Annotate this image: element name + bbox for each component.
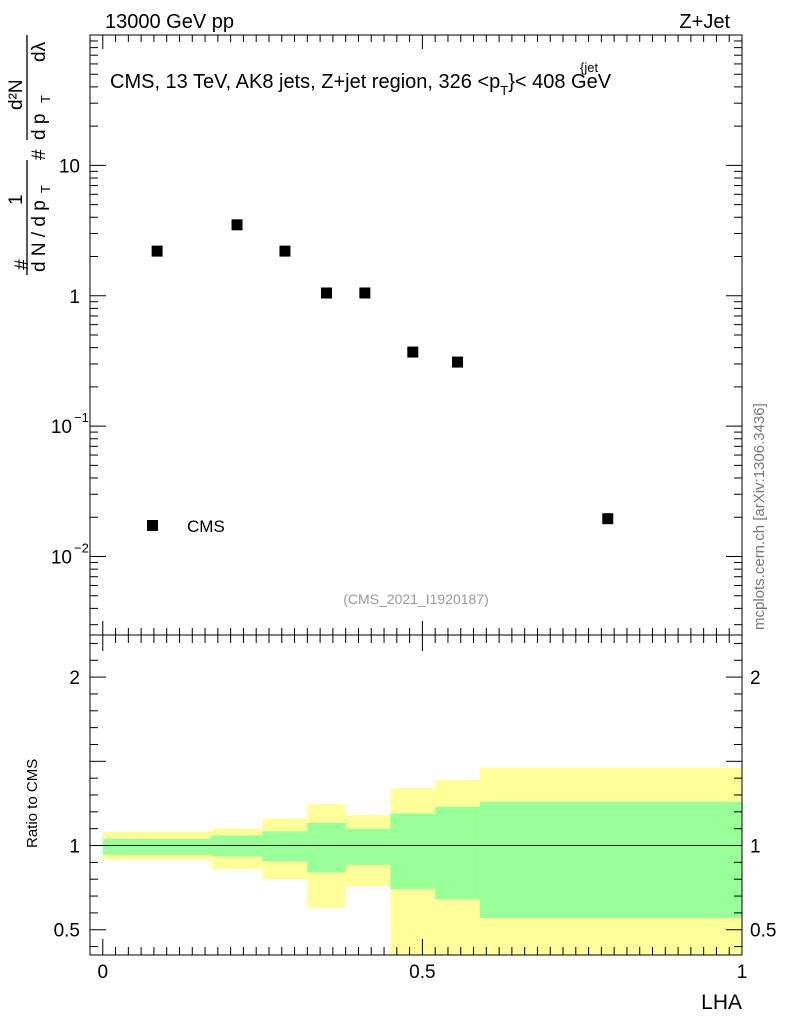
- main-plot-frame: [89, 34, 743, 636]
- ratio-x-tick-label: 0: [97, 962, 108, 983]
- inner-band-bin: [262, 831, 308, 862]
- header-left-label: 13000 GeV pp: [105, 11, 234, 33]
- chart-title-main: CMS, 13 TeV, AK8 jets, Z+jet region, 326…: [110, 71, 500, 93]
- ratio-y-tick-labels: 2 2 1 1 0.5 0.5: [54, 668, 777, 942]
- ratio-y-axis-label: Ratio to CMS: [24, 759, 41, 848]
- ratio-y-tick-label-right: 0.5: [750, 921, 776, 942]
- data-point: [452, 356, 464, 368]
- inner-band-bin: [435, 806, 480, 900]
- data-point: [407, 346, 419, 358]
- chart-title-sup: {jet: [580, 60, 598, 75]
- data-point: [359, 287, 371, 299]
- data-point: [231, 219, 243, 231]
- inner-band-bin: [390, 813, 436, 890]
- legend-marker: [147, 520, 158, 531]
- ratio-plot-frame: [89, 634, 743, 956]
- ratio-plot-panel: 2 21 10.5 0.5 0 0.5 1 Ratio to CMS LHA: [24, 634, 777, 1014]
- main-y-axis-ticks: [90, 34, 743, 635]
- side-credit-label: mcplots.cern.ch [arXiv:1306.3436]: [751, 403, 768, 630]
- ratio-y-tick-label: 1: [69, 837, 80, 858]
- main-y-tick-label: 1: [69, 287, 80, 308]
- ratio-axis-ticks: [90, 635, 743, 955]
- inner-band-bin: [345, 828, 391, 865]
- ylabel-dlambda: dλ: [29, 41, 50, 62]
- chart-title-after: }< 408 GeV: [508, 71, 612, 93]
- chart-title: CMS, 13 TeV, AK8 jets, Z+jet region, 326…: [110, 71, 612, 98]
- analysis-annotation: (CMS_2021_I1920187): [343, 591, 489, 607]
- data-point: [151, 245, 163, 257]
- legend-label: CMS: [187, 517, 225, 536]
- ylabel-one: 1: [6, 194, 27, 205]
- ratio-x-tick-label: 0.5: [409, 962, 435, 983]
- data-point: [279, 245, 291, 257]
- ratio-x-tick-label: 1: [737, 962, 748, 983]
- main-y-tick-exponent: −2: [74, 541, 89, 556]
- ratio-x-axis-label: LHA: [701, 991, 742, 1014]
- main-y-tick-label: 10: [51, 417, 72, 438]
- ylabel-denominator: d N / d p: [29, 200, 50, 272]
- ylabel-dpt-sub: T: [38, 95, 53, 103]
- inner-band-bin: [102, 838, 212, 855]
- ratio-y-tick-label: 2: [69, 668, 80, 689]
- ylabel-denominator-sub: T: [38, 185, 53, 193]
- chart-title-sub: T: [500, 83, 508, 98]
- cms-data-points: [151, 219, 614, 525]
- main-y-tick-exponent: −1: [74, 410, 89, 425]
- ylabel-dpt: d p: [29, 114, 50, 140]
- main-y-tick-label: 10: [59, 156, 80, 177]
- main-y-axis-label: # 1 d N / d p T # d²N d p T dλ: [6, 35, 53, 275]
- ratio-y-tick-label: 0.5: [54, 921, 80, 942]
- ratio-y-tick-label-right: 1: [750, 837, 761, 858]
- ylabel-hash2: #: [29, 149, 50, 160]
- inner-band-bin: [479, 801, 742, 918]
- data-point: [321, 287, 333, 299]
- ylabel-leading-hash: #: [12, 259, 33, 270]
- main-y-tick-label: 10: [51, 548, 72, 569]
- header-right-label: Z+Jet: [679, 11, 730, 33]
- ratio-x-tick-labels: 0 0.5 1: [97, 962, 747, 983]
- ylabel-d2n: d²N: [6, 79, 27, 110]
- inner-band-bin: [307, 822, 346, 873]
- ratio-uncertainty-bands: [102, 768, 742, 955]
- data-point: [602, 513, 614, 525]
- ratio-y-tick-label-right: 2: [750, 668, 761, 689]
